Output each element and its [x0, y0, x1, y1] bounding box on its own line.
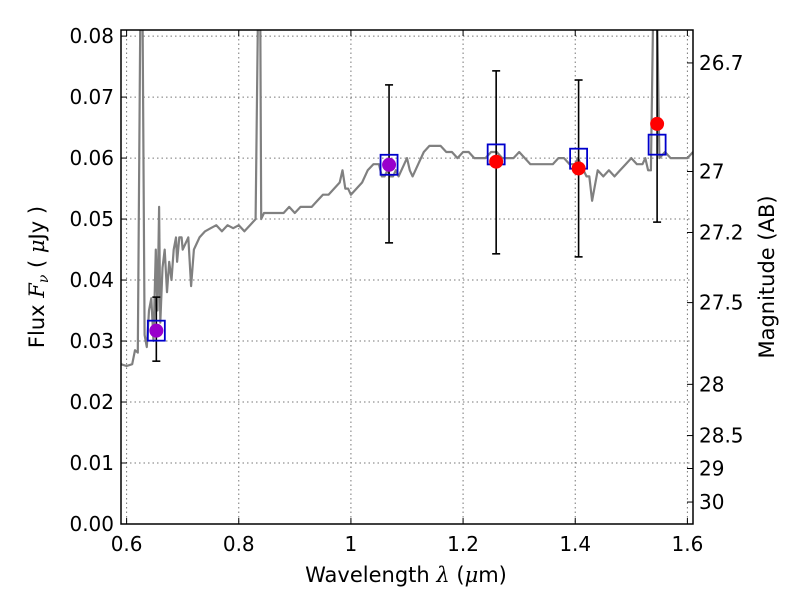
x-tick-label: 1.2	[447, 532, 479, 556]
observed-point	[382, 157, 397, 172]
x-axis-title: Wavelength λ (μm)	[305, 563, 507, 587]
y-axis-ticks: 0.00 0.01 0.02 0.03 0.04 0.05 0.06 0.07 0.08	[69, 24, 127, 536]
spectrum-layer	[121, 30, 693, 368]
y-tick-label: 0.05	[69, 207, 114, 231]
y2-axis-ticks: 26.7 27 27.2 27.5 28 28.5 29 30	[687, 51, 744, 514]
model-point	[146, 319, 166, 342]
y-tick-label: 0.01	[69, 451, 114, 475]
y2-tick-label: 27.5	[699, 291, 744, 315]
x-tick-label: 1.6	[671, 532, 703, 556]
y-axis-title: Flux Fν ( μJy )	[25, 206, 52, 348]
y-tick-label: 0.07	[69, 85, 114, 109]
y2-tick-label: 30	[699, 490, 724, 514]
model-point	[647, 133, 667, 156]
y2-tick-label: 26.7	[699, 51, 744, 75]
y2-tick-label: 27	[699, 159, 724, 183]
observed-point	[650, 116, 665, 131]
y-tick-label: 0.03	[69, 329, 114, 353]
plot-frame	[120, 29, 694, 525]
observed-points-layer	[149, 116, 665, 338]
model-point	[379, 153, 399, 176]
observed-point	[149, 323, 164, 338]
y2-tick-label: 29	[699, 457, 724, 481]
y-tick-label: 0.00	[69, 512, 114, 536]
y2-tick-label: 27.2	[699, 220, 744, 244]
y-tick-label: 0.08	[69, 24, 114, 48]
y-tick-label: 0.04	[69, 268, 114, 292]
grid-lines	[121, 30, 693, 525]
y2-axis-title: Magnitude (AB)	[755, 195, 779, 358]
y2-tick-label: 28	[699, 372, 724, 396]
spectrum-line	[121, 30, 693, 368]
model-points-layer	[146, 133, 667, 342]
observed-point	[571, 161, 586, 176]
x-axis-ticks: 0.6 0.8 1 1.2 1.4 1.6	[111, 30, 703, 556]
errorbar-layer	[152, 30, 662, 362]
x-tick-label: 1	[345, 532, 358, 556]
y2-tick-label: 28.5	[699, 424, 744, 448]
x-tick-label: 0.8	[223, 532, 255, 556]
x-tick-label: 1.4	[559, 532, 591, 556]
observed-point	[489, 154, 504, 169]
y-tick-label: 0.02	[69, 390, 114, 414]
x-tick-label: 0.6	[111, 532, 143, 556]
y-tick-label: 0.06	[69, 146, 114, 170]
